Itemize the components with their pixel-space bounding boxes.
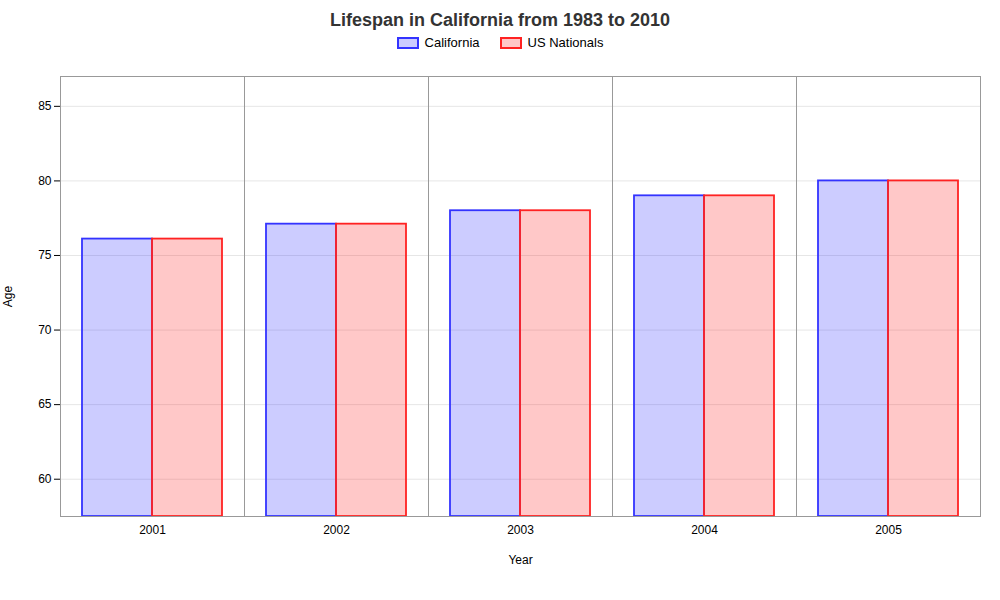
svg-text:Age: Age bbox=[1, 286, 15, 308]
svg-text:85: 85 bbox=[38, 99, 52, 113]
svg-text:2004: 2004 bbox=[691, 523, 718, 537]
svg-text:80: 80 bbox=[38, 174, 52, 188]
svg-text:2001: 2001 bbox=[139, 523, 166, 537]
svg-text:65: 65 bbox=[38, 397, 52, 411]
svg-text:70: 70 bbox=[38, 323, 52, 337]
html-text:US Nationals: US Nationals bbox=[527, 35, 604, 50]
html-text:Lifespan in California from 19: Lifespan in California from 1983 to 2010 bbox=[329, 10, 670, 30]
html-text:California: California bbox=[424, 35, 480, 50]
svg-text:75: 75 bbox=[38, 248, 52, 262]
svg-text:60: 60 bbox=[38, 472, 52, 486]
svg-text:2002: 2002 bbox=[323, 523, 350, 537]
svg-text:2003: 2003 bbox=[507, 523, 534, 537]
svg-text:2005: 2005 bbox=[875, 523, 902, 537]
svg-text:Year: Year bbox=[508, 553, 532, 567]
